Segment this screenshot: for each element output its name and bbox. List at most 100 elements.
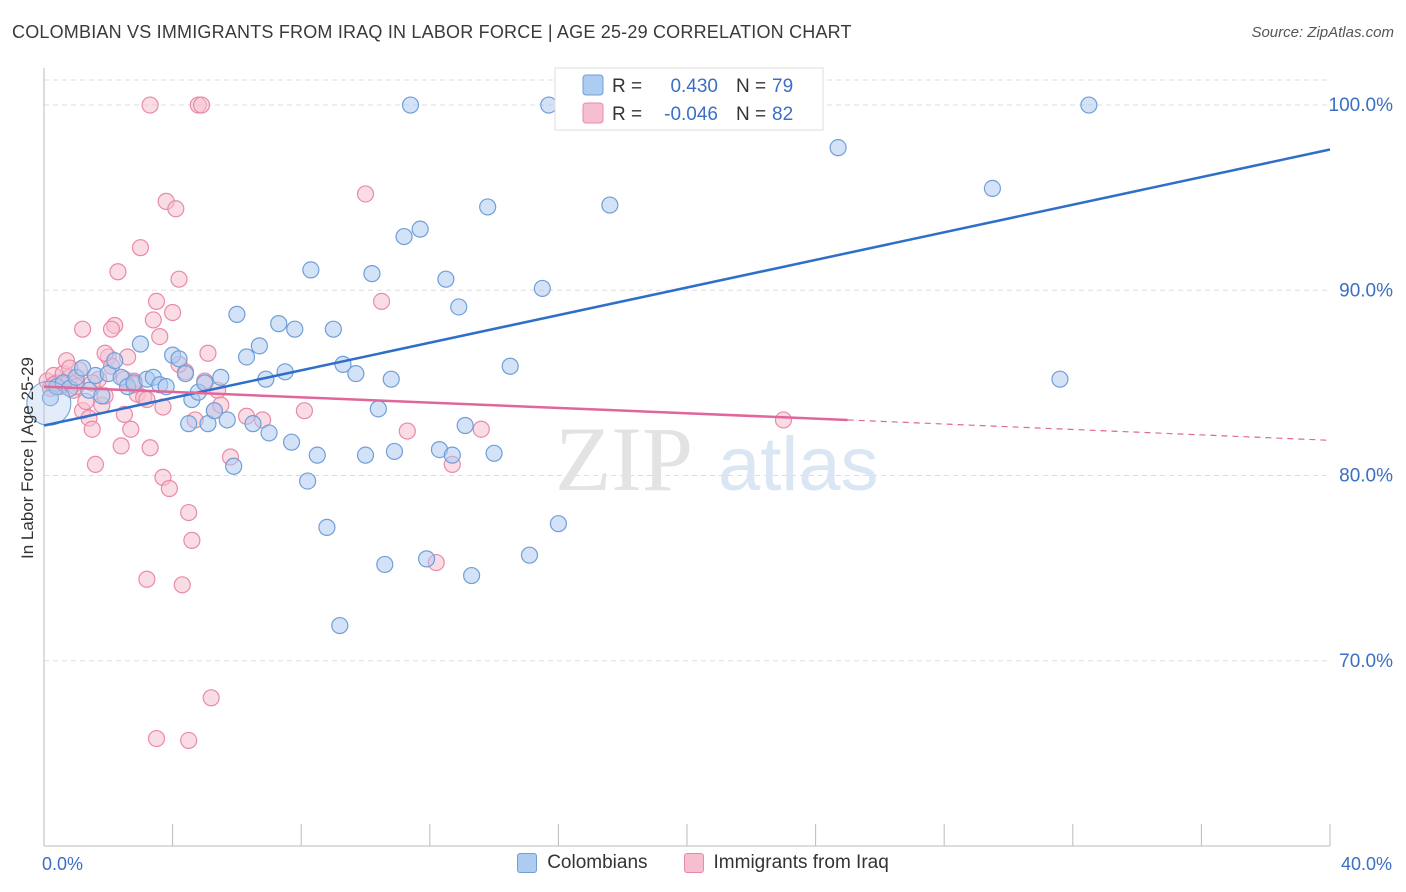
colombians-point-43 (308, 446, 326, 464)
colombians-point-5 (73, 359, 92, 377)
y-tick-label-1: 90.0% (1339, 280, 1393, 301)
colombians-point-22 (180, 415, 198, 433)
legend-row2-r-value: -0.046 (664, 104, 718, 125)
trend-lines (43, 148, 1331, 441)
watermark-zip: ZIP (555, 408, 693, 510)
colombians-point-49 (356, 446, 375, 464)
iraq-point-33 (144, 311, 162, 329)
legend-swatch-colombians (517, 853, 538, 873)
colombians-point-60 (437, 270, 455, 288)
colombians-point-68 (520, 546, 539, 564)
colombians-point-32 (237, 348, 256, 366)
colombians-point-54 (385, 442, 404, 461)
iraq-point-34 (147, 292, 166, 310)
colombians-point-77 (1051, 370, 1069, 388)
watermark-atlas: atlas (718, 422, 879, 507)
colombians-point-64 (462, 566, 481, 585)
iraq-point-60 (372, 292, 391, 310)
colombians-point-53 (382, 370, 400, 388)
legend-row2-r-label: R = (612, 104, 642, 125)
colombians-point-51 (369, 400, 387, 418)
colombians-point-34 (250, 337, 269, 355)
colombians-point-50 (363, 265, 381, 283)
colombians-point-44 (318, 518, 336, 536)
legend-item-iraq[interactable]: Immigrants from Iraq (683, 852, 889, 874)
colombians-point-39 (282, 433, 301, 451)
iraq-point-48 (192, 96, 211, 114)
trend-line-iraq (43, 385, 848, 422)
colombians-point-46 (331, 616, 349, 635)
y-tick-label-2: 80.0% (1339, 466, 1393, 487)
iraq-point-66 (147, 729, 166, 748)
colombians-point-20 (170, 350, 188, 368)
x-tick-label-max: 40.0% (1341, 854, 1392, 874)
y-tick-label-0: 100.0% (1329, 95, 1394, 116)
gridlines (44, 79, 1330, 662)
colombians-point-14 (131, 335, 150, 353)
colombians-point-31 (228, 305, 246, 323)
colombians-point-78 (1080, 96, 1098, 114)
watermark: ZIP atlas (555, 408, 879, 510)
iraq-point-22 (109, 263, 127, 281)
colombians-point-37 (270, 315, 288, 333)
colombians-point-62 (450, 298, 468, 316)
chart-source: Source: ZipAtlas.com (1251, 24, 1394, 41)
legend-row1-n-value: 79 (772, 76, 793, 97)
iraq-point-39 (164, 303, 182, 322)
colombians-point-76 (983, 179, 1002, 198)
colombians-point-56 (401, 96, 420, 114)
colombians-point-21 (176, 365, 195, 383)
iraq-point-41 (170, 270, 188, 288)
colombians-point-69 (533, 279, 551, 298)
iraq-point-32 (141, 439, 159, 457)
iraq-point-23 (112, 437, 130, 455)
iraq-point-59 (356, 185, 375, 203)
colombians-point-73 (601, 196, 619, 214)
iraq-point-68 (141, 96, 159, 114)
iraq-point-35 (151, 327, 169, 346)
colombians-point-42 (302, 261, 320, 279)
iraq-point-26 (122, 420, 140, 438)
colombians-point-36 (260, 424, 278, 442)
colombians-point-27 (205, 402, 223, 420)
iraq-point-38 (160, 479, 178, 498)
iraq-point-67 (180, 731, 198, 750)
trend-line-colombians (43, 148, 1331, 427)
legend-box: R = 0.430 N = 79 R = -0.046 N = 82 (554, 67, 824, 131)
colombians-point-25 (196, 374, 214, 392)
colombians-point-61 (443, 446, 461, 464)
iraq-point-45 (183, 531, 201, 549)
colombians-point-52 (376, 555, 394, 574)
legend-swatch-blue (582, 74, 604, 96)
iraq-point-69 (102, 320, 121, 338)
colombians-point-58 (417, 550, 436, 568)
x-ticks (43, 824, 1331, 846)
iraq-point-65 (774, 411, 793, 429)
colombians-point-57 (411, 220, 429, 238)
colombians-point-67 (501, 357, 519, 375)
colombians-point-29 (218, 411, 236, 429)
trend-line-iraq-extension (847, 419, 1331, 441)
colombians-point-48 (347, 365, 365, 383)
legend-row1-n-label: N = (736, 76, 766, 97)
chart-title: COLOMBIAN VS IMMIGRANTS FROM IRAQ IN LAB… (12, 22, 852, 42)
iraq-point-31 (138, 570, 156, 588)
colombians-point-71 (549, 515, 568, 533)
iraq-point-14 (83, 420, 101, 438)
legend-row1-r-label: R = (612, 76, 642, 97)
colombians-point-66 (485, 444, 503, 462)
colombians-point-55 (395, 227, 413, 246)
legend-bottom: Colombians Immigrants from Iraq (0, 852, 1406, 874)
colombians-point-28 (212, 368, 230, 386)
legend-swatch-iraq (683, 853, 704, 873)
colombians-point-45 (324, 320, 342, 338)
legend-label-colombians: Colombians (547, 852, 648, 873)
iraq-point-61 (398, 422, 416, 440)
iraq-point-29 (131, 239, 150, 257)
legend-row2-n-value: 82 (772, 104, 793, 125)
legend-item-colombians[interactable]: Colombians (517, 852, 648, 874)
iraq-point-76 (73, 320, 92, 338)
colombians-point-75 (829, 139, 847, 157)
x-tick-label-min: 0.0% (42, 854, 83, 874)
